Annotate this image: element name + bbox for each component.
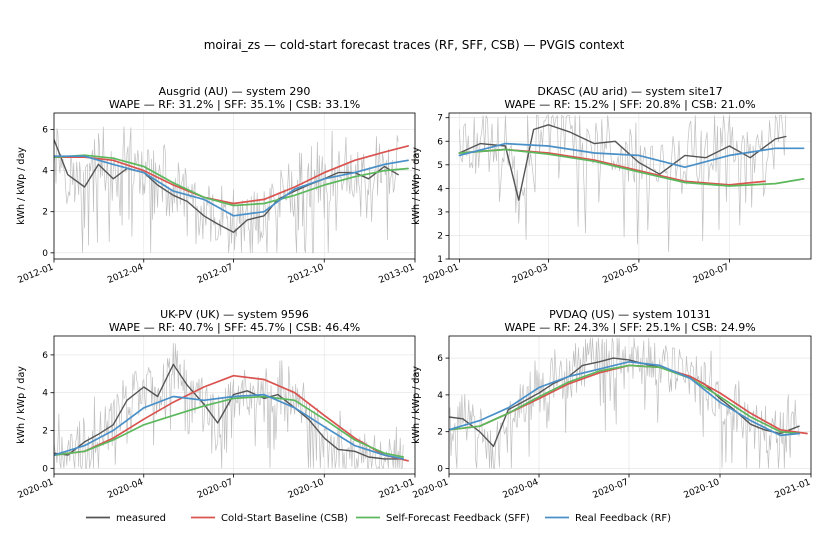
plot-area <box>458 114 805 252</box>
y-tick-label: 2 <box>42 208 48 218</box>
y-tick-label: 4 <box>437 391 443 401</box>
legend-label: Real Feedback (RF) <box>575 513 671 524</box>
subplots: 0 2 4 6 2012-01 2012-04 2012-07 2012-10 2013-01 k… <box>16 85 812 501</box>
series-line-rf <box>54 393 405 460</box>
legend-label: Cold-Start Baseline (CSB) <box>221 513 348 524</box>
legend-label: Self-Forecast Feedback (SFF) <box>386 513 530 524</box>
y-axis-label: kWh / kWp / day <box>411 366 422 444</box>
subplot-2: 1 2 3 4 5 6 7 2020-01 2020-03 2020-05 2020-07 kWh /… <box>411 85 812 286</box>
x-tick-label: 2020-05 <box>601 263 640 286</box>
subplot-subtitle: WAPE — RF: 40.7% | SFF: 45.7% | CSB: 46.… <box>109 321 360 334</box>
x-tick-label: 2020-01 <box>17 478 56 501</box>
series-line-measured <box>54 363 404 460</box>
x-tick-label: 2012-04 <box>106 262 145 285</box>
y-tick-label: 6 <box>437 354 443 364</box>
series-line-measured <box>449 357 800 448</box>
subplot-title: Ausgrid (AU) — system 290 <box>159 85 311 98</box>
subplot-subtitle: WAPE — RF: 15.2% | SFF: 20.8% | CSB: 21.… <box>504 98 755 111</box>
series-line-rf <box>449 360 800 437</box>
legend-entry: Self-Forecast Feedback (SFF) <box>356 513 530 524</box>
legend-label: measured <box>116 513 166 524</box>
subplot-1: 0 2 4 6 2012-01 2012-04 2012-07 2012-10 2013-01 k… <box>16 85 416 286</box>
y-axis-label: kWh / kWp / day <box>411 147 422 225</box>
y-tick-label: 3 <box>437 208 443 218</box>
y-axis-label: kWh / kWp / day <box>16 366 27 444</box>
daily-measured-trace <box>449 337 800 469</box>
x-tick-label: 2021-01 <box>774 478 813 501</box>
x-tick-label: 2020-07 <box>196 478 235 501</box>
plot-area <box>54 342 409 470</box>
y-tick-label: 1 <box>437 255 443 265</box>
x-tick-label: 2021-01 <box>378 478 417 501</box>
series-line-sff <box>54 395 405 458</box>
subplot-subtitle: WAPE — RF: 31.2% | SFF: 35.1% | CSB: 33.… <box>109 98 360 111</box>
legend: measured Cold-Start Baseline (CSB) Self-Fo… <box>86 513 671 524</box>
x-tick-label: 2020-10 <box>683 477 722 500</box>
daily-measured-trace <box>459 114 787 252</box>
axes-frame <box>448 335 812 475</box>
subplot-title: UK-PV (UK) — system 9596 <box>160 308 309 321</box>
y-tick-label: 6 <box>42 351 48 361</box>
x-tick-label: 2012-07 <box>196 263 235 286</box>
series-line-csb <box>54 145 409 205</box>
subplot-3: 0 2 4 6 2020-01 2020-04 2020-07 2020-10 2021-01 k… <box>16 308 416 501</box>
y-tick-label: 2 <box>437 231 443 241</box>
x-tick-label: 2020-07 <box>592 478 631 501</box>
series-line-rf <box>458 142 805 169</box>
subplot-title: PVDAQ (US) — system 10131 <box>549 308 711 321</box>
plot-area <box>54 126 409 254</box>
axes-frame <box>53 112 416 260</box>
y-tick-label: 5 <box>437 161 443 171</box>
y-tick-label: 7 <box>437 114 443 124</box>
subplot-4: 0 2 4 6 2020-01 2020-04 2020-07 2020-10 2021-01 k… <box>411 308 812 501</box>
x-tick-label: 2020-01 <box>422 263 461 286</box>
daily-measured-trace <box>54 126 399 254</box>
series-line-csb <box>54 374 409 462</box>
y-tick-label: 6 <box>42 125 48 135</box>
series-line-sff <box>458 148 805 187</box>
y-axis-label: kWh / kWp / day <box>16 147 27 225</box>
y-tick-label: 0 <box>42 249 48 259</box>
x-tick-label: 2020-10 <box>287 477 326 500</box>
y-tick-label: 4 <box>42 389 48 399</box>
y-tick-label: 0 <box>42 464 48 474</box>
axes-frame <box>53 335 416 475</box>
x-tick-label: 2020-03 <box>511 263 550 286</box>
x-tick-label: 2013-01 <box>378 263 417 286</box>
figure-title: moirai_zs — cold-start forecast traces (… <box>204 38 625 52</box>
legend-entry: Real Feedback (RF) <box>545 513 671 524</box>
x-tick-label: 2012-10 <box>287 262 326 285</box>
y-tick-label: 4 <box>437 184 443 194</box>
x-tick-label: 2020-04 <box>106 477 145 500</box>
x-tick-label: 2012-01 <box>17 263 56 286</box>
y-tick-label: 2 <box>437 428 443 438</box>
series-line-measured <box>458 124 787 201</box>
y-tick-label: 2 <box>42 427 48 437</box>
series-line-sff <box>54 154 409 207</box>
series-line-measured <box>54 139 399 233</box>
x-tick-label: 2020-01 <box>412 478 451 501</box>
y-tick-label: 0 <box>437 464 443 474</box>
series-line-rf <box>54 155 409 217</box>
y-tick-label: 6 <box>437 137 443 147</box>
legend-entry: Cold-Start Baseline (CSB) <box>191 513 348 524</box>
axes-frame <box>448 112 812 260</box>
series-line-sff <box>449 364 800 435</box>
x-tick-label: 2020-04 <box>502 477 541 500</box>
subplot-subtitle: WAPE — RF: 24.3% | SFF: 25.1% | CSB: 24.… <box>504 321 755 334</box>
x-tick-label: 2020-07 <box>692 263 731 286</box>
daily-measured-trace <box>54 342 404 470</box>
y-tick-label: 4 <box>42 167 48 177</box>
legend-entry: measured <box>86 513 166 524</box>
subplot-title: DKASC (AU arid) — system site17 <box>537 85 722 98</box>
plot-area <box>449 337 808 469</box>
